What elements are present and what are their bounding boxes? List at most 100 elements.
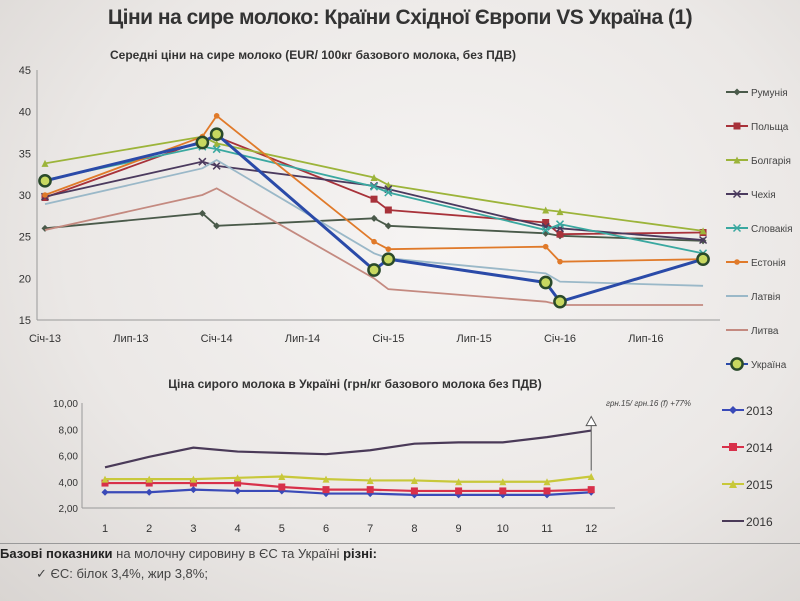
legend-label: Болгарія [751, 156, 791, 167]
data-point [213, 222, 221, 230]
legend-marker [732, 223, 742, 233]
legend-label: Україна [751, 360, 787, 371]
data-point [555, 220, 565, 229]
data-point [370, 174, 378, 181]
data-point [234, 474, 242, 482]
data-point [278, 483, 286, 491]
checkmark-icon: ✓ [36, 566, 51, 581]
data-point [322, 475, 330, 483]
data-point [543, 478, 551, 486]
bullet-text: ЄС: білок 3,4%, жир 3,8%; [50, 566, 208, 581]
data-point [557, 258, 563, 265]
data-point [38, 173, 52, 188]
data-point [322, 486, 330, 494]
data-point [234, 487, 242, 495]
data-point [198, 157, 207, 166]
x-tick-label: 1 [102, 523, 108, 535]
data-point [587, 486, 595, 494]
y-tick-label: 25 [19, 232, 31, 244]
x-tick-label: 12 [585, 523, 597, 535]
data-point [278, 473, 286, 480]
legend-marker [733, 156, 741, 164]
x-tick-label: 5 [279, 523, 285, 535]
data-point [366, 476, 374, 484]
arrow-head-icon [585, 415, 598, 427]
data-point [42, 192, 48, 198]
x-tick-label: Лип-14 [285, 333, 320, 345]
legend-marker [730, 357, 744, 371]
series-line-2015 [105, 475, 592, 483]
note-line: Базові показники на молочну сировину в Є… [0, 546, 377, 561]
note-bullet: ✓ ЄС: білок 3,4%, жир 3,8%; [36, 566, 208, 582]
note-text: на молочну сировину в ЄС та Україні [112, 546, 344, 561]
series-line-Естонія [44, 114, 704, 263]
data-point [370, 214, 378, 222]
data-point [384, 188, 393, 197]
y-tick-label: 20 [19, 273, 31, 285]
x-tick-label: 7 [367, 523, 373, 535]
data-point [195, 135, 210, 150]
legend-label: Словакія [751, 224, 793, 235]
x-tick-label: Січ-13 [29, 333, 61, 345]
data-point [553, 294, 567, 309]
bottom-chart-title: Ціна сирого молока в Україні (грн/кг баз… [168, 377, 541, 391]
x-tick-label: Лип-15 [457, 333, 492, 345]
y-tick-label: 10,00 [53, 399, 78, 410]
slide-title: Ціни на сире молоко: Країни Східної Євро… [107, 6, 693, 29]
data-point [699, 227, 707, 235]
legend-marker [733, 88, 741, 96]
note-bold-1: Базові показники [0, 546, 113, 561]
data-point [366, 486, 374, 494]
data-point [189, 479, 197, 487]
data-point [145, 479, 153, 487]
data-point [556, 208, 564, 216]
x-tick-label: 2 [146, 523, 152, 535]
legend-label: 2014 [746, 441, 773, 455]
series-line-Латвія [44, 158, 704, 287]
x-tick-label: 9 [456, 523, 462, 535]
divider [0, 543, 800, 544]
data-point [101, 475, 109, 483]
legend-marker [729, 480, 737, 488]
y-tick-label: 4,00 [59, 478, 79, 489]
y-tick-label: 30 [19, 190, 31, 202]
growth-annotation: грн.15/ грн.16 (f) +77% [606, 399, 691, 408]
x-tick-label: 6 [323, 523, 329, 535]
data-point [384, 222, 392, 230]
data-point [101, 488, 109, 496]
x-tick-label: Лип-16 [628, 333, 663, 345]
legend-label: Чехія [751, 190, 776, 201]
data-point [410, 476, 418, 484]
data-point [369, 182, 379, 191]
y-tick-label: 45 [19, 65, 31, 77]
data-point [101, 479, 109, 487]
data-point [455, 478, 463, 486]
series-line-2013 [105, 488, 592, 496]
legend-label: Литва [751, 326, 779, 337]
data-point [384, 206, 392, 214]
series-line-2016 [104, 429, 592, 469]
data-point [410, 487, 418, 495]
data-point [234, 479, 242, 487]
legend-label: Польща [751, 122, 789, 133]
data-point [455, 487, 463, 495]
data-point [189, 486, 197, 494]
legend-label: Латвія [751, 292, 780, 303]
x-tick-label: Січ-16 [544, 333, 576, 345]
legend-marker [734, 259, 740, 265]
data-point [699, 235, 708, 245]
y-tick-label: 2,00 [59, 504, 79, 515]
data-point [541, 225, 550, 235]
x-tick-label: Лип-13 [113, 333, 148, 345]
data-point [209, 127, 224, 142]
legend-label: Румунія [751, 88, 788, 99]
x-tick-label: 3 [190, 523, 196, 535]
data-point [198, 209, 206, 217]
legend-marker [729, 443, 737, 451]
data-point [499, 487, 507, 495]
y-tick-label: 35 [19, 148, 31, 160]
x-tick-label: 11 [541, 523, 552, 535]
data-point [41, 224, 49, 232]
top-chart-title: Середні ціни на сире молоко (EUR/ 100кг … [110, 48, 517, 62]
